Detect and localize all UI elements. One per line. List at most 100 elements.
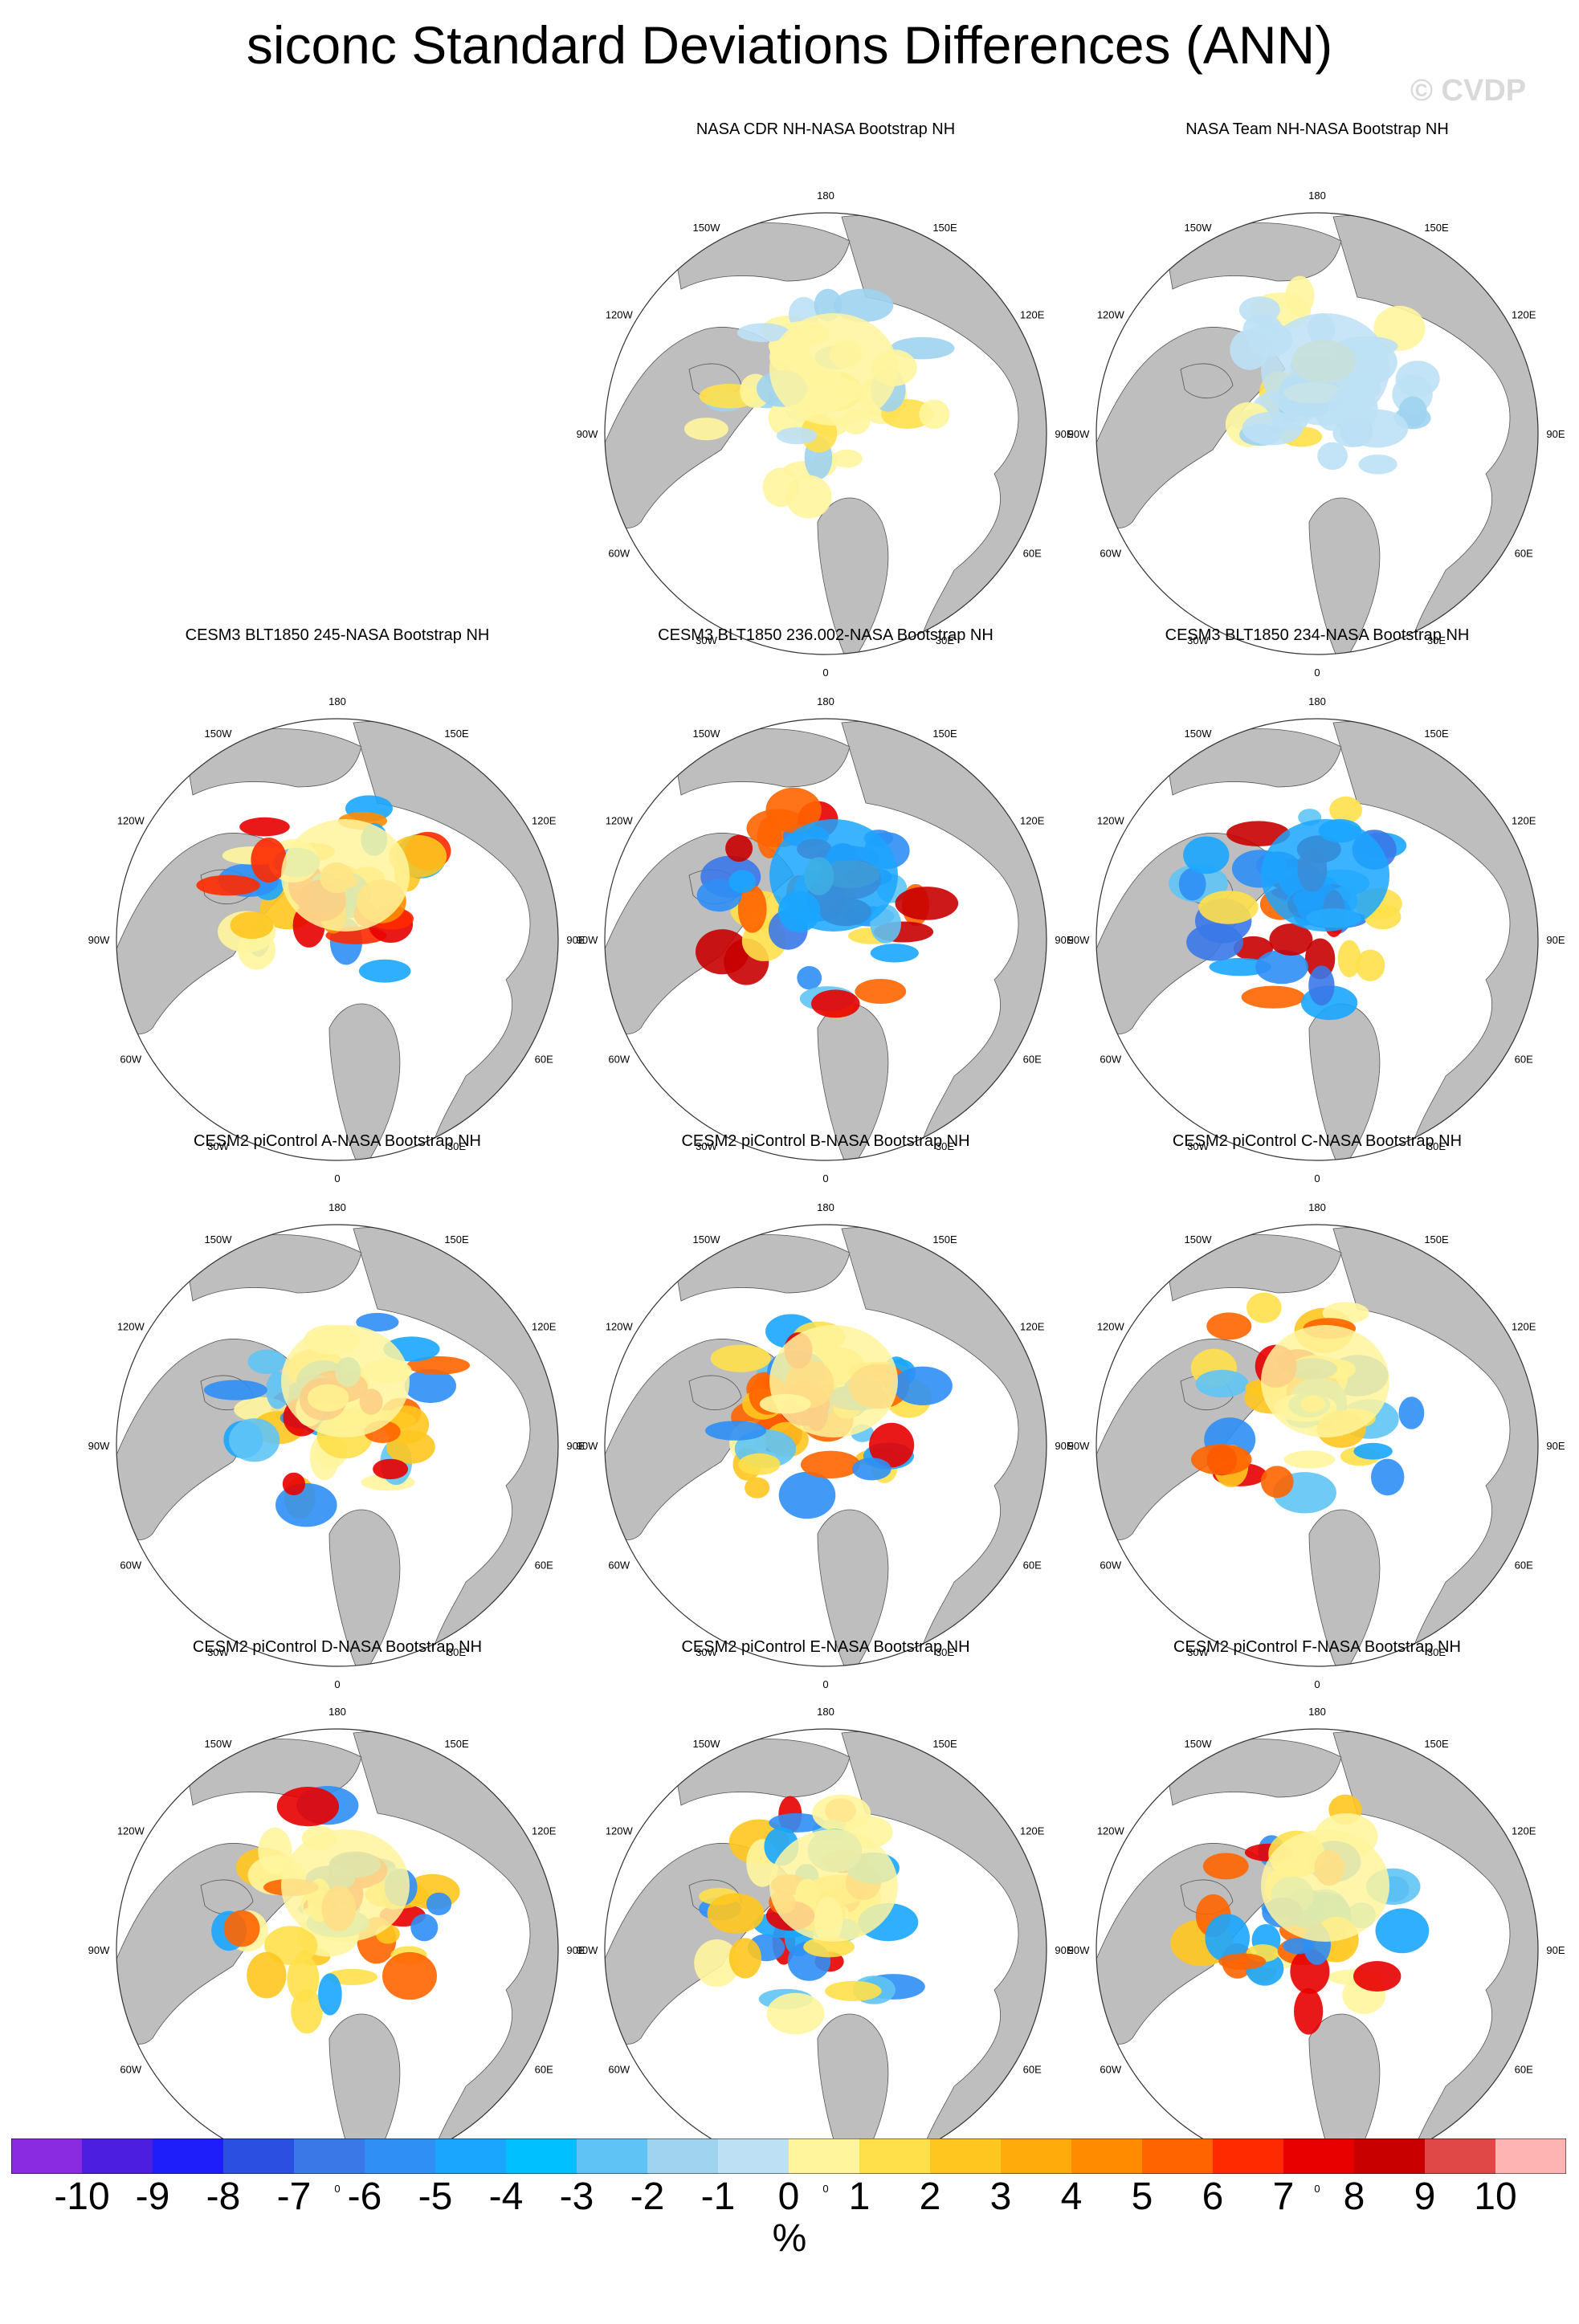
- sea-ice-anomaly-patch: [1329, 796, 1363, 824]
- colorbar: [11, 2138, 1566, 2174]
- colorbar-swatch: [1001, 2138, 1072, 2174]
- longitude-label: 60E: [1515, 1560, 1533, 1572]
- figure-title: siconc Standard Deviations Differences (…: [246, 15, 1333, 75]
- longitude-label: 120W: [606, 1825, 634, 1837]
- colorbar-swatch: [506, 2138, 577, 2174]
- sea-ice-anomaly-patch: [1308, 965, 1335, 1006]
- map-boundary: [604, 212, 1047, 655]
- sea-ice-anomaly-patch: [426, 1892, 452, 1916]
- colorbar-swatch: [1142, 2138, 1214, 2174]
- sea-ice-anomaly-patch: [766, 1992, 825, 2035]
- longitude-label: 30E: [936, 634, 954, 646]
- colorbar-swatch: [1071, 2138, 1143, 2174]
- sea-ice-anomaly-patch: [404, 1368, 456, 1404]
- sea-ice-anomaly-patch: [239, 817, 290, 837]
- longitude-label: 150W: [205, 728, 233, 740]
- longitude-label: 60E: [535, 1560, 553, 1572]
- longitude-label: 30W: [1187, 1646, 1209, 1658]
- sea-ice-anomaly-patch: [203, 1380, 267, 1401]
- colorbar-tick-label: 10: [1474, 2175, 1517, 2218]
- longitude-label: 0: [1314, 2183, 1320, 2195]
- longitude-label: 60W: [120, 1054, 141, 1066]
- colorbar-swatch: [1425, 2138, 1496, 2174]
- longitude-label: 180: [328, 1201, 346, 1213]
- sea-ice-anomaly-patch: [870, 944, 919, 963]
- colorbar-tick-label: 4: [1060, 2175, 1083, 2218]
- longitude-label: 90E: [566, 1944, 585, 1956]
- sea-ice-anomaly-patch: [892, 1366, 953, 1405]
- longitude-label: 90W: [88, 1440, 110, 1452]
- sea-ice-anomaly-patch: [264, 1926, 318, 1965]
- map-boundary: [1096, 718, 1539, 1161]
- colorbar-swatch: [1495, 2138, 1566, 2174]
- longitude-label: 120W: [1097, 1825, 1125, 1837]
- longitude-label: 120E: [1512, 1825, 1536, 1837]
- land-mass: [817, 497, 889, 654]
- sea-ice-anomaly-patch: [1183, 836, 1230, 875]
- central-arctic-field: [281, 1325, 410, 1437]
- central-arctic-field: [281, 819, 410, 932]
- sea-ice-anomaly-patch: [223, 1910, 260, 1947]
- sea-ice-anomaly-patch: [895, 887, 959, 920]
- colorbar-swatch: [1354, 2138, 1426, 2174]
- sea-ice-anomaly-patch: [696, 879, 742, 912]
- sea-ice-anomaly-patch: [1191, 1444, 1252, 1475]
- colorbar-swatch: [1213, 2138, 1284, 2174]
- colorbar-swatch: [789, 2138, 860, 2174]
- map-boundary: [1096, 1224, 1539, 1667]
- colorbar-tick-label: 6: [1202, 2175, 1224, 2218]
- sea-ice-anomaly-patch: [196, 875, 260, 896]
- sea-ice-anomaly-patch: [1238, 296, 1280, 324]
- colorbar-tick-label: -5: [418, 2175, 453, 2218]
- longitude-label: 30W: [696, 1140, 717, 1152]
- sea-ice-anomaly-patch: [778, 1471, 836, 1519]
- sea-ice-anomaly-patch: [776, 427, 818, 445]
- longitude-label: 30E: [447, 1646, 466, 1658]
- longitude-label: 180: [817, 190, 834, 202]
- panel-title: CESM2 piControl F-NASA Bootstrap NH: [1173, 1638, 1461, 1656]
- land-mass: [200, 1879, 254, 1915]
- colorbar-tick-label: 3: [989, 2175, 1012, 2218]
- longitude-label: 180: [817, 695, 834, 707]
- sea-ice-anomaly-patch: [1241, 985, 1305, 1009]
- longitude-label: 60W: [608, 1054, 630, 1066]
- colorbar-swatch: [647, 2138, 719, 2174]
- sea-ice-anomaly-patch: [736, 323, 790, 342]
- longitude-label: 90W: [577, 1944, 598, 1956]
- sea-ice-anomaly-patch: [1206, 1312, 1252, 1340]
- panel-title: CESM2 piControl E-NASA Bootstrap NH: [681, 1638, 970, 1656]
- sea-ice-anomaly-patch: [1337, 940, 1361, 977]
- sea-ice-anomaly-patch: [919, 399, 950, 430]
- sea-ice-anomaly-patch: [728, 870, 756, 894]
- longitude-label: 30W: [207, 1646, 229, 1658]
- longitude-label: 90E: [1546, 1440, 1565, 1452]
- sea-ice-anomaly-patch: [1317, 442, 1348, 470]
- longitude-label: 120E: [1512, 815, 1536, 827]
- colorbar-tick-label: 0: [777, 2175, 800, 2218]
- sea-ice-anomaly-patch: [1205, 1914, 1250, 1963]
- longitude-label: 150E: [1424, 1738, 1449, 1750]
- colorbar-swatch: [859, 2138, 931, 2174]
- colorbar-tick-labels: -10 -9 -8 -7 -6 -5 -4 -3 -2 -1 0 1 2 3 4 5 6 7 8 9 10: [0, 2175, 1579, 2223]
- longitude-label: 90W: [1068, 934, 1090, 946]
- longitude-label: 60W: [1100, 2064, 1121, 2076]
- sea-ice-anomaly-patch: [803, 1936, 855, 1958]
- sea-ice-anomaly-patch: [1375, 1908, 1430, 1954]
- longitude-label: 60W: [120, 2064, 141, 2076]
- colorbar-swatch: [577, 2138, 648, 2174]
- longitude-label: 120E: [1512, 309, 1536, 321]
- colorbar-tick-label: -3: [559, 2175, 594, 2218]
- sea-ice-anomaly-patch: [410, 1914, 439, 1942]
- longitude-label: 180: [1308, 190, 1326, 202]
- colorbar-swatch: [223, 2138, 295, 2174]
- longitude-label: 60E: [1515, 2064, 1533, 2076]
- central-arctic-field: [1261, 313, 1389, 426]
- sea-ice-anomaly-patch: [1353, 1961, 1402, 1992]
- longitude-label: 30E: [936, 1140, 954, 1152]
- land-mass: [116, 1843, 306, 2045]
- land-mass: [605, 1843, 794, 2045]
